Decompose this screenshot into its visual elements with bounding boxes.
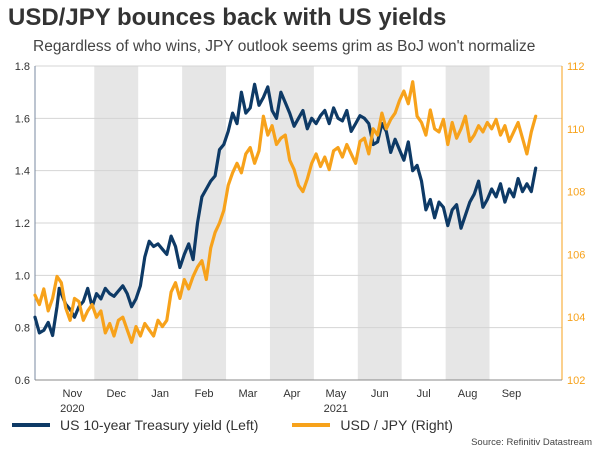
right-tick-label: 110 (567, 124, 585, 136)
month-label: May (325, 388, 346, 400)
legend-label-us10y: US 10-year Treasury yield (Left) (60, 417, 259, 433)
right-tick-label: 102 (567, 375, 585, 387)
year-label: 2020 (60, 403, 84, 415)
month-label: Jul (417, 388, 431, 400)
left-tick-label: 1.2 (15, 218, 30, 230)
month-label: Jan (151, 388, 169, 400)
month-label: Aug (458, 388, 478, 400)
legend-item-us10y: US 10-year Treasury yield (Left) (12, 417, 258, 433)
month-label: Sep (502, 388, 522, 400)
source-note: Source: Refinitiv Datastream (471, 437, 592, 448)
legend-swatch-usdjpy (292, 423, 331, 427)
month-label: Jun (371, 388, 389, 400)
series-line-usdjpy (33, 80, 538, 344)
left-tick-label: 1.4 (15, 166, 30, 178)
month-label: Nov (63, 388, 83, 400)
line-chart: 0.6 0.8 1.0 1.2 1.4 1.6 1.8 102 104 106 108 110 112 N… (15, 61, 586, 415)
month-label: Mar (239, 388, 258, 400)
legend-label-usdjpy: USD / JPY (Right) (340, 417, 453, 433)
chart-title: USD/JPY bounces back with US yields (8, 4, 447, 31)
month-label: Dec (106, 388, 126, 400)
right-tick-label: 104 (567, 312, 585, 324)
left-tick-label: 1.6 (15, 113, 30, 125)
right-tick-label: 108 (567, 187, 585, 199)
right-tick-label: 106 (567, 249, 585, 261)
left-tick-label: 0.6 (15, 375, 30, 387)
left-tick-label: 1.8 (15, 61, 30, 73)
left-tick-label: 0.8 (15, 323, 30, 335)
series-line-us10y (33, 82, 538, 338)
legend-item-usdjpy: USD / JPY (Right) (292, 417, 453, 433)
year-label: 2021 (324, 403, 348, 415)
chart-subtitle: Regardless of who wins, JPY outlook seem… (33, 38, 536, 55)
legend: US 10-year Treasury yield (Left) USD / J… (12, 417, 487, 433)
month-label: Feb (195, 388, 214, 400)
legend-swatch-us10y (12, 423, 50, 427)
left-tick-label: 1.0 (15, 270, 30, 282)
right-tick-label: 112 (567, 61, 585, 73)
month-label: Apr (283, 388, 300, 400)
